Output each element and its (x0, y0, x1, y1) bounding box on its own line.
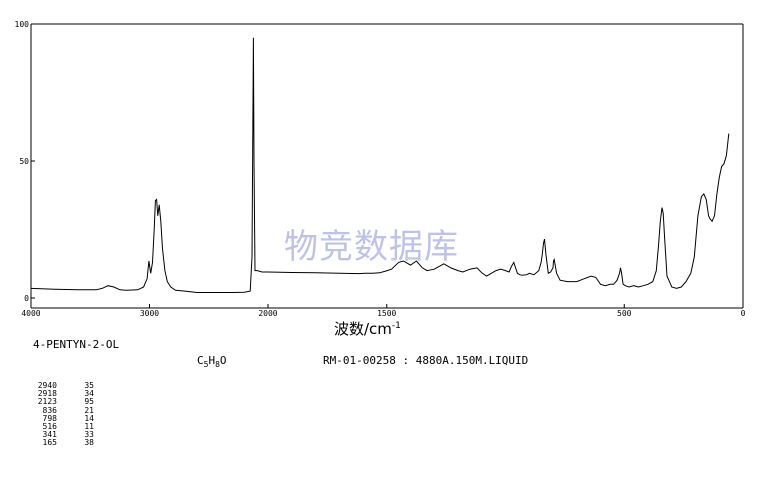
peak-wavenumber: 836 (42, 405, 57, 415)
peak-table-row: 2940 35 (31, 381, 94, 390)
x-tick-label: 2000 (258, 309, 277, 318)
peak-wavenumber: 798 (42, 413, 57, 423)
y-tick-label: 50 (19, 157, 29, 166)
y-axis-ticks: 0 50 100 (15, 20, 35, 303)
peak-wavenumber: 165 (42, 438, 57, 448)
peak-table-row: 798 14 (31, 413, 94, 423)
formula-o: O (219, 354, 227, 367)
watermark-text: 物竞数据库 (284, 227, 459, 267)
peak-table-row: 2918 34 (31, 389, 94, 399)
peak-table-row: 2123 95 (31, 398, 94, 406)
x-axis-title: 波数/cm-1 (334, 318, 401, 339)
peak-intensity: 21 (84, 405, 94, 415)
x-tick-label: 1500 (377, 309, 396, 318)
peak-intensity: 34 (84, 389, 94, 399)
peak-wavenumber: 341 (42, 430, 57, 440)
peak-wavenumber: 2918 (37, 389, 57, 399)
y-tick-label: 0 (24, 294, 29, 303)
formula-c: C (197, 354, 204, 367)
formula-h: H (208, 354, 216, 367)
peak-intensity: 33 (84, 430, 94, 440)
peak-wavenumber: 516 (42, 422, 57, 432)
x-axis-ticks: 4000 3000 2000 1500 500 0 (21, 304, 746, 318)
peak-intensity: 35 (84, 381, 94, 390)
peak-table: 2940 35 2918 34 2123 95 836 21 798 14 516 11 341 33 16… (31, 381, 94, 448)
formula-h-count: 8 (215, 360, 220, 370)
peak-table-row: 836 21 (31, 405, 94, 415)
x-axis-title-text: 波数/cm (334, 320, 392, 338)
formula-c-count: 5 (203, 360, 209, 370)
peak-intensity: 11 (84, 422, 94, 432)
peak-table-row: 165 38 (31, 439, 94, 447)
x-tick-label: 0 (741, 309, 746, 318)
x-axis-title-superscript: -1 (391, 321, 401, 331)
x-tick-label: 4000 (21, 309, 40, 318)
y-tick-label: 100 (15, 20, 30, 29)
peak-wavenumber: 2940 (37, 381, 57, 390)
x-tick-label: 3000 (140, 309, 159, 318)
peak-intensity: 14 (84, 413, 94, 423)
peak-table-row: 341 33 (31, 431, 94, 439)
x-tick-label: 500 (617, 309, 632, 318)
compound-name: 4-PENTYN-2-OL (33, 338, 120, 351)
peak-intensity: 95 (84, 397, 94, 407)
peak-table-row: 516 11 (31, 422, 94, 432)
record-info: RM-01-00258 : 4880A.150M.LIQUID (323, 354, 529, 367)
molecular-formula: C5H8O (197, 354, 227, 369)
spectrum-series-line (30, 37, 730, 293)
peak-wavenumber: 2123 (37, 397, 57, 407)
peak-intensity: 38 (84, 438, 94, 448)
